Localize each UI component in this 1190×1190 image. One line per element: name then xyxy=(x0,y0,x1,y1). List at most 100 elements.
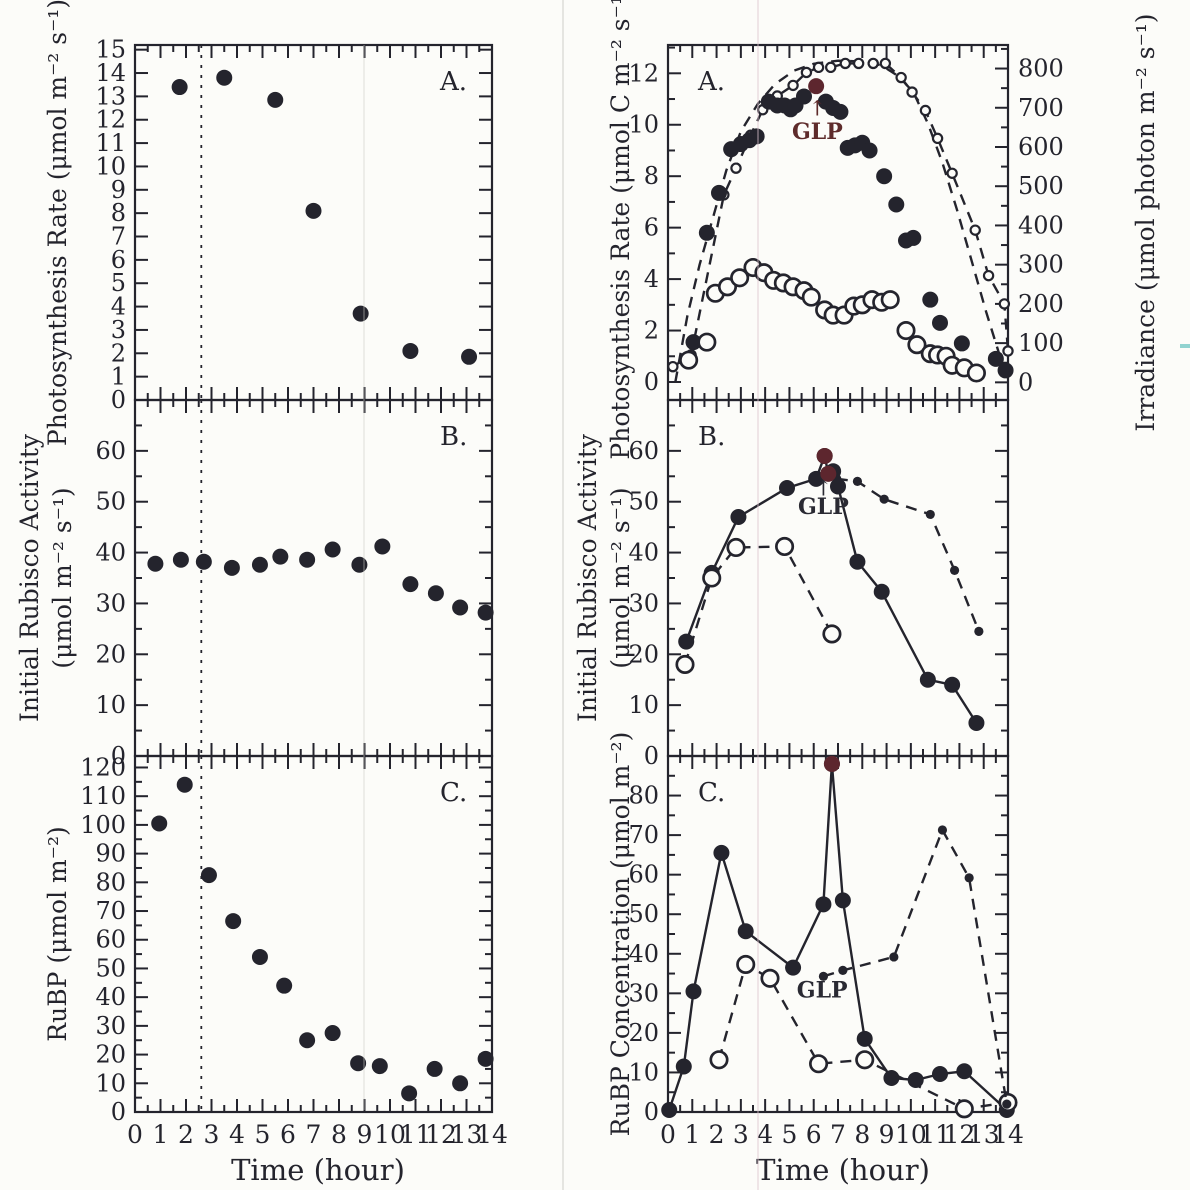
y-tick-label: 70 xyxy=(95,897,126,925)
y-tick-label: 15 xyxy=(95,36,126,64)
x-tick-label: 11 xyxy=(400,1120,432,1149)
y-tick-label: 4 xyxy=(644,265,659,293)
series-rubisco-smalldot-dashed xyxy=(832,474,984,637)
y-tick-label: 60 xyxy=(628,861,659,889)
y-tick-label: 11 xyxy=(95,129,126,157)
y2-tick-label: 300 xyxy=(1018,251,1064,279)
y-axis-title: (μmol m⁻² s⁻¹) xyxy=(48,487,77,668)
y-tick-label: 50 xyxy=(628,488,659,516)
x-tick-label: 14 xyxy=(992,1120,1024,1149)
plot-frame xyxy=(133,398,494,758)
y2-tick-label: 200 xyxy=(1018,290,1064,318)
x-tick-label: 6 xyxy=(280,1120,296,1149)
y-tick-label: 10 xyxy=(95,1069,126,1097)
y-tick-label: 6 xyxy=(111,246,126,274)
x-tick-label: 2 xyxy=(178,1120,194,1149)
y-tick-label: 7 xyxy=(111,223,126,251)
y-tick-label: 90 xyxy=(95,840,126,868)
y-tick-label: 3 xyxy=(111,316,126,344)
y-tick-label: 40 xyxy=(95,983,126,1011)
y-tick-label: 5 xyxy=(111,269,126,297)
x-tick-label: 0 xyxy=(127,1120,143,1149)
y2-axis-title: Irradiance (μmol photon m⁻² s⁻¹) xyxy=(1131,13,1160,431)
y-tick-label: 14 xyxy=(95,59,126,87)
series-photosynthesis-filled xyxy=(685,88,1014,379)
glp-label: GLP xyxy=(792,119,843,145)
y-tick-label: 6 xyxy=(644,214,659,242)
series-glp-points xyxy=(816,447,837,482)
x-tick-label: 3 xyxy=(204,1120,220,1149)
y-tick-label: 40 xyxy=(628,539,659,567)
y2-tick-label: 0 xyxy=(1018,368,1033,396)
plot-frame xyxy=(133,43,494,402)
y-tick-label: 1 xyxy=(111,363,126,391)
panel-left-b: 0 10 20 30 40 50 60 Initial Rubisco Activity (μm… xyxy=(15,398,494,770)
y-tick-label: 2 xyxy=(644,317,659,345)
y-tick-label: 2 xyxy=(111,339,126,367)
y-tick-label: 0 xyxy=(111,742,126,770)
plot-frame xyxy=(133,754,494,1114)
x-tick-label: 1 xyxy=(684,1120,700,1149)
x-tick-label: 11 xyxy=(919,1120,951,1149)
x-tick-label: 7 xyxy=(830,1120,846,1149)
y2-tick-label: 800 xyxy=(1018,55,1064,83)
x-tick-label: 8 xyxy=(854,1120,870,1149)
glp-label: GLP xyxy=(798,494,849,520)
x-tick-label: 6 xyxy=(806,1120,822,1149)
x-tick-label: 13 xyxy=(968,1120,1000,1149)
y2-tick-label: 600 xyxy=(1018,133,1064,161)
y-axis-title: RuBP (μmol m⁻²) xyxy=(43,826,72,1041)
x-tick-label: 12 xyxy=(944,1120,976,1149)
series-photosynthesis-open xyxy=(679,257,986,383)
series-rubp-dots xyxy=(151,776,494,1102)
y-tick-label: 70 xyxy=(628,821,659,849)
panel-letter: A. xyxy=(697,67,725,97)
y-tick-label: 10 xyxy=(628,691,659,719)
x-tick-label: 8 xyxy=(331,1120,347,1149)
y-tick-label: 30 xyxy=(628,589,659,617)
x-tick-label: 9 xyxy=(879,1120,895,1149)
y-tick-label: 120 xyxy=(80,753,126,781)
y-tick-label: 80 xyxy=(95,868,126,896)
y-tick-label: 10 xyxy=(95,152,126,180)
y-tick-label: 13 xyxy=(95,82,126,110)
y-axis-title: Initial Rubisco Activity xyxy=(15,433,44,722)
series-rubisco-open-dashed xyxy=(675,536,842,675)
y-tick-label: 20 xyxy=(628,640,659,668)
y-tick-label: 60 xyxy=(95,437,126,465)
y-tick-label: 60 xyxy=(628,437,659,465)
glp-label: GLP xyxy=(797,977,848,1003)
y-axis-title: RuBP Concentration (μmol m⁻²) xyxy=(606,732,635,1137)
y2-tick-label: 700 xyxy=(1018,94,1064,122)
panel-right-a: 0 2 4 6 8 10 12 0 100 200 300 400 500 600 700 800 Irradi… xyxy=(606,0,1160,460)
x-axis-title: Time (hour) xyxy=(231,1153,405,1187)
y-tick-label: 50 xyxy=(95,488,126,516)
y-tick-label: 30 xyxy=(628,979,659,1007)
y-tick-label: 10 xyxy=(95,691,126,719)
y-tick-label: 0 xyxy=(644,1098,659,1126)
x-tick-label: 3 xyxy=(733,1120,749,1149)
y-tick-label: 40 xyxy=(628,940,659,968)
series-rubisco-dots xyxy=(147,538,494,621)
panel-letter: C. xyxy=(698,778,725,808)
series-photosynthesis-dots xyxy=(171,69,478,365)
y-tick-label: 50 xyxy=(628,900,659,928)
y-tick-label: 10 xyxy=(628,111,659,139)
panel-letter: B. xyxy=(440,422,467,452)
series-rubp-open-dashed xyxy=(709,954,1018,1119)
y-tick-label: 9 xyxy=(111,176,126,204)
y-tick-label: 50 xyxy=(95,954,126,982)
y2-tick-label: 100 xyxy=(1018,329,1064,357)
y-tick-label: 30 xyxy=(95,589,126,617)
y-tick-label: 0 xyxy=(111,1098,126,1126)
y2-tick-label: 400 xyxy=(1018,211,1064,239)
y-axis-title: (μmol m⁻² s⁻¹) xyxy=(606,487,635,668)
y-tick-label: 60 xyxy=(95,926,126,954)
panel-right-b: 0 10 20 30 40 50 60 Initial Rubisco Activity (μm… xyxy=(573,398,1010,770)
x-tick-label: 4 xyxy=(229,1120,245,1149)
y-axis-title: Photosynthesis Rate (μmol C m⁻² s⁻¹) xyxy=(606,0,635,460)
